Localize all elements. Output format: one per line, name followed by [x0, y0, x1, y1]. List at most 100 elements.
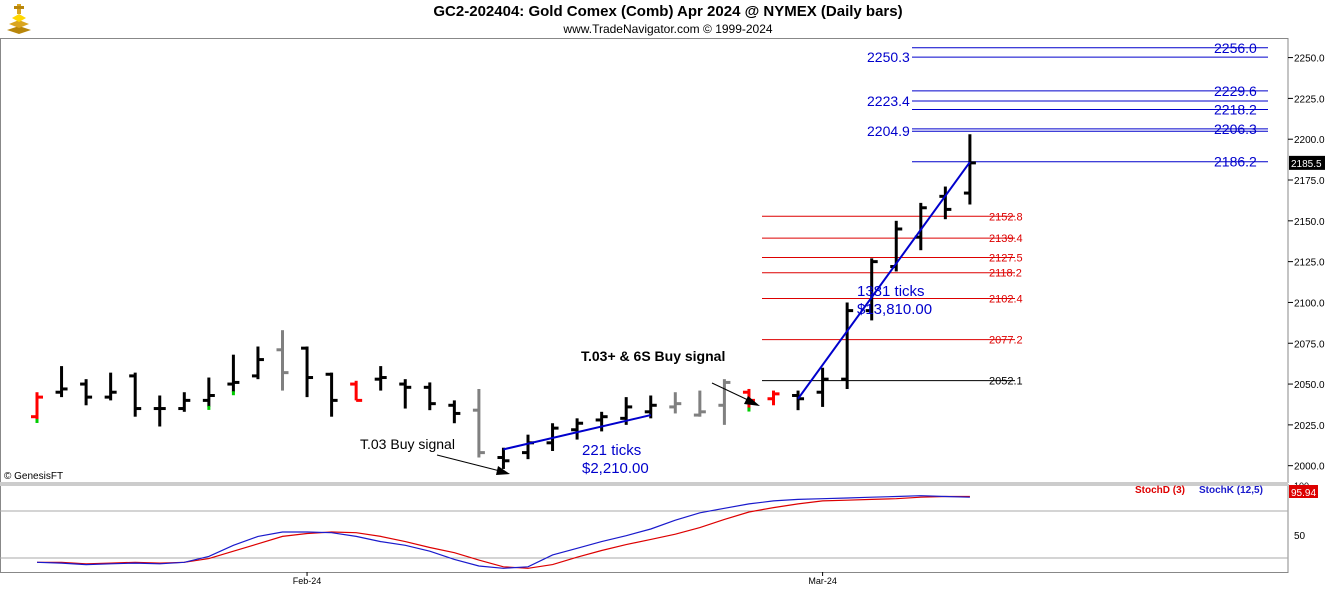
last-price-label: 2185.5 [1291, 159, 1322, 170]
ohlc-bar [350, 380, 363, 402]
ohlc-bar [325, 372, 338, 417]
date-tick-label: Mar-24 [808, 576, 837, 586]
ohlc-bar [571, 418, 584, 440]
stoch-series-line [37, 495, 970, 569]
ohlc-bar [693, 390, 706, 417]
ohlc-bar [251, 346, 264, 380]
retracement-level-label: 2118.2 [989, 268, 1022, 280]
chart-subtitle: www.TradeNavigator.com © 1999-2024 [563, 22, 773, 36]
ohlc-bar [841, 302, 854, 389]
ohlc-bar [374, 366, 387, 391]
watermark: © GenesisFT [4, 471, 63, 482]
projection-level-label: 2204.9 [867, 123, 910, 139]
price-axis: 2250.0 2225.0 2200.0 2175.0 2150.0 2125.0 2100… [293, 54, 1325, 586]
retracement-level-label: 2102.4 [989, 294, 1023, 306]
ohlc-bar [767, 390, 780, 406]
projection-level-label: 2256.0 [1214, 40, 1257, 56]
retracement-level-label: 2139.4 [989, 233, 1023, 245]
chart-frame [0, 38, 1289, 573]
signal-arrow-head [744, 396, 760, 406]
signal-label-t03: T.03 Buy signal [360, 436, 455, 452]
stoch-last-box [1289, 485, 1318, 498]
projection-level-label: 2206.3 [1214, 121, 1257, 137]
gold-bars-icon [3, 2, 35, 34]
ohlc-bar [301, 346, 314, 398]
ohlc-bar [816, 367, 829, 407]
ohlc-bar [55, 366, 68, 398]
ohlc-bar [80, 379, 93, 406]
ohlc-bar [399, 379, 412, 409]
ohlc-bar [963, 134, 976, 205]
price-tick-label: 2125.0 [1294, 258, 1325, 269]
ohlc-bar [276, 330, 289, 391]
price-tick-label: 2075.0 [1294, 339, 1325, 350]
price-tick-label: 2000.0 [1294, 462, 1325, 473]
price-bars [31, 134, 976, 469]
ohlc-bar [865, 258, 878, 321]
projection-level-label: 2186.2 [1214, 154, 1257, 170]
ohlc-bar [202, 377, 215, 410]
ohlc-bar [153, 395, 166, 427]
ohlc-bar [718, 379, 731, 425]
price-tick-label: 2050.0 [1294, 380, 1325, 391]
stochK-legend: StochK (12,5) [1199, 485, 1263, 496]
price-tick-label: 2175.0 [1294, 176, 1325, 187]
stoch-series-line [36, 495, 970, 569]
stoch-tick-label: 50 [1294, 531, 1306, 542]
ohlc-bar [448, 400, 461, 424]
signal-arrow-line [436, 454, 501, 472]
signal-dot [231, 391, 235, 396]
projection-levels: 2256.0 2250.3 2229.6 2223.4 2218.2 2206.3 2204… [762, 40, 1268, 388]
chart-header: GC2-202404: Gold Comex (Comb) Apr 2024 @… [0, 0, 1336, 38]
price-tick-label: 2250.0 [1294, 54, 1325, 65]
trend-line [503, 414, 651, 451]
last-price-box [1289, 155, 1325, 170]
ohlc-bar [178, 392, 191, 412]
projection-level-label: 2229.6 [1214, 83, 1257, 99]
trend-line [797, 161, 971, 400]
stochD-legend: StochD (3) [1135, 485, 1185, 496]
ohlc-bar [129, 372, 142, 417]
price-tick-label: 2100.0 [1294, 298, 1325, 309]
signal-dot [207, 405, 211, 410]
ohlc-bar [644, 395, 657, 419]
move2-ticks-label: 1381 ticks [857, 283, 925, 300]
ohlc-bar [914, 202, 927, 251]
ohlc-bar [522, 434, 534, 460]
chart-title: GC2-202404: Gold Comex (Comb) Apr 2024 @… [433, 3, 903, 20]
base-level-label: 2052.1 [989, 376, 1023, 388]
stochastic-panel: StochD (3)StochK (12,5)1005095.94 [36, 481, 1318, 569]
move1-ticks-label: 221 ticks [582, 442, 641, 459]
price-tick-label: 2150.0 [1294, 217, 1325, 228]
signal-label-t03-6s: T.03+ & 6S Buy signal [581, 348, 725, 364]
retracement-level-label: 2152.8 [989, 211, 1023, 223]
ohlc-bar [669, 392, 682, 414]
signal-arrow-line [711, 382, 749, 401]
ohlc-bar [595, 411, 608, 432]
ohlc-bar [423, 382, 436, 411]
ohlc-bar [31, 392, 43, 423]
projection-level-label: 2223.4 [867, 93, 910, 109]
ohlc-bar [227, 354, 240, 396]
signal-dot [747, 407, 751, 412]
ohlc-bar [104, 372, 117, 401]
stoch-last-value: 95.94 [1291, 488, 1316, 499]
move2-value-label: $13,810.00 [857, 301, 932, 318]
retracement-level-label: 2127.5 [989, 253, 1023, 265]
chart-annotations: T.03 Buy signal T.03+ & 6S Buy signal 221 … [360, 283, 932, 477]
retracement-level-label: 2077.2 [989, 335, 1023, 347]
stochastic-panel-border [0, 484, 1289, 573]
price-tick-label: 2200.0 [1294, 135, 1325, 146]
price-tick-label: 2225.0 [1294, 94, 1325, 105]
ohlc-bar [497, 447, 510, 469]
move1-value-label: $2,210.00 [582, 460, 649, 477]
projection-level-label: 2218.2 [1214, 101, 1257, 117]
date-tick-label: Feb-24 [293, 576, 322, 586]
ohlc-bar [472, 388, 485, 458]
trend-lines [503, 161, 971, 451]
projection-level-label: 2250.3 [867, 49, 910, 65]
signal-dot [35, 418, 39, 423]
price-tick-label: 2025.0 [1294, 421, 1325, 432]
signal-arrow-head [496, 466, 510, 475]
